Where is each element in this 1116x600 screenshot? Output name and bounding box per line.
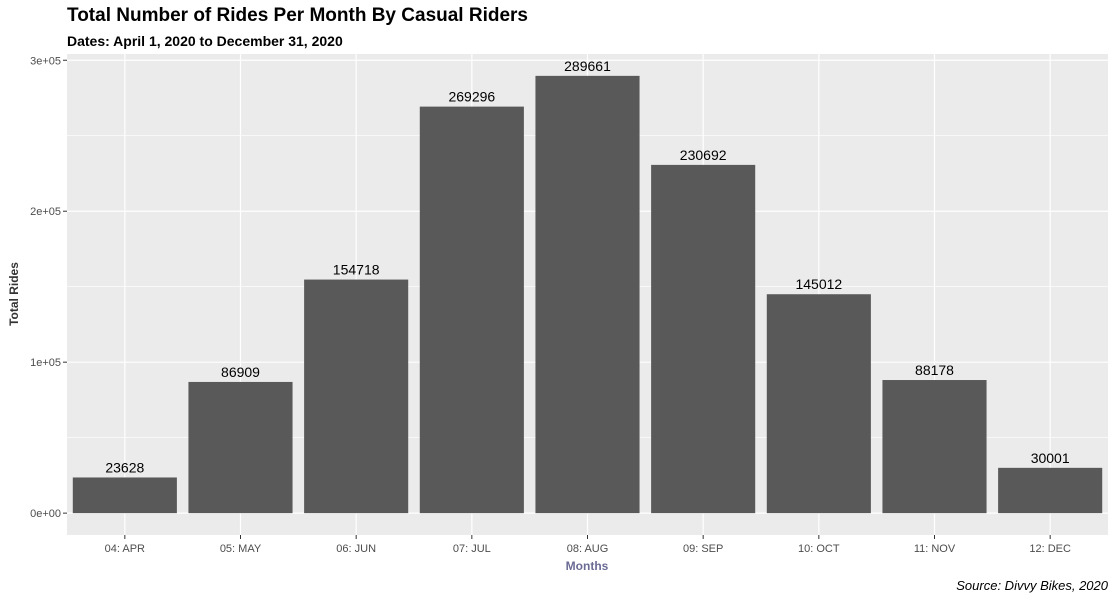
chart-subtitle: Dates: April 1, 2020 to December 31, 202… xyxy=(67,33,343,49)
bar xyxy=(72,477,177,514)
bar-data-label: 30001 xyxy=(1031,450,1070,466)
bar-data-label: 269296 xyxy=(448,89,495,105)
bar-data-label: 230692 xyxy=(680,147,727,163)
bar-data-label: 289661 xyxy=(564,58,611,74)
bar-data-label: 145012 xyxy=(795,276,842,292)
y-tick-label: 0e+00 xyxy=(30,508,61,520)
bar xyxy=(766,294,871,514)
bar xyxy=(651,164,756,514)
x-tick-label: 09: SEP xyxy=(683,543,723,555)
bar xyxy=(419,106,524,514)
bar xyxy=(535,75,640,514)
bar-data-label: 23628 xyxy=(105,459,144,475)
chart-title: Total Number of Rides Per Month By Casua… xyxy=(67,5,529,26)
x-tick-label: 11: NOV xyxy=(914,543,956,555)
bar xyxy=(998,467,1103,514)
x-tick-label: 04: APR xyxy=(105,543,145,555)
x-tick-label: 10: OCT xyxy=(798,543,840,555)
x-tick-label: 06: JUN xyxy=(336,543,376,555)
y-tick-label: 2e+05 xyxy=(30,206,61,218)
bar-data-label: 86909 xyxy=(221,364,260,380)
bar xyxy=(304,279,409,514)
x-tick-label: 08: AUG xyxy=(567,543,609,555)
bar xyxy=(188,381,293,514)
x-tick-label: 07: JUL xyxy=(453,543,491,555)
bar-data-label: 88178 xyxy=(915,362,954,378)
x-tick-label: 05: MAY xyxy=(220,543,262,555)
y-axis-title: Total Rides xyxy=(7,262,21,326)
y-tick-label: 3e+05 xyxy=(30,55,61,67)
bar-data-label: 154718 xyxy=(333,262,380,278)
chart-caption: Source: Divvy Bikes, 2020 xyxy=(956,578,1108,593)
y-tick-label: 1e+05 xyxy=(30,357,61,369)
x-tick-label: 12: DEC xyxy=(1029,543,1071,555)
x-axis-title: Months xyxy=(566,559,609,573)
bar xyxy=(882,380,987,514)
